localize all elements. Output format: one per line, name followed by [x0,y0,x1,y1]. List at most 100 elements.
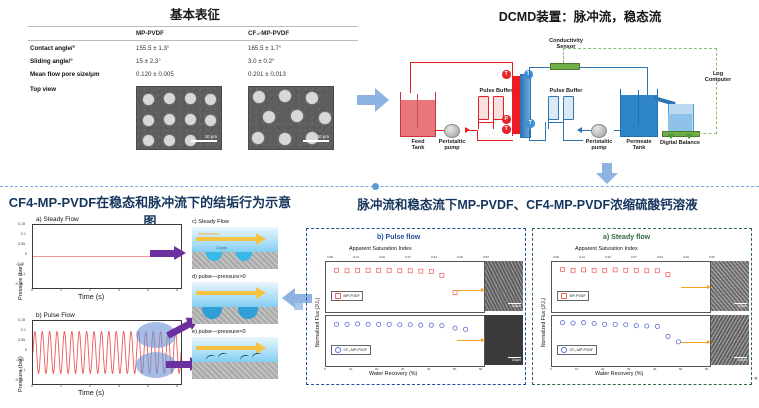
flux-panel-title-pulse: b) Pulse flow [377,234,421,241]
xtick: 2 [89,288,91,292]
legend-label: MP-PVDF [343,293,360,298]
basic-characterization-title: 基本表征 [169,8,220,22]
peristaltic-pump-left [444,124,460,138]
ytick: 0.1 [21,328,26,332]
legend-mp-pvdf-steady: MP-PVDF [557,291,590,301]
ytick: -0.05 [16,358,25,362]
log-computer-label: Log Computer [704,71,732,84]
value-contact-angle-cf4: 165.5 ± 1.7° [248,44,282,52]
scroll-indicator[interactable]: ◂ [753,375,757,382]
divider-dot [372,183,379,190]
xtick: 60 [479,367,483,371]
sem-inset-cf4-pulse: 100μm [485,315,523,365]
top-tick: 0.20 [379,255,385,259]
pulse-buffer-right-label: Pulse Buffer [549,88,583,94]
header-blank [28,25,134,42]
pulse-buffer-left-label: Pulse Buffer [479,88,513,94]
flux-subplot-cf4-steady [551,315,711,367]
concentration-title: 脉冲流和稳态流下MP-PVDF、CF4-MP-PVDF浓缩硫酸钙溶液 [357,198,698,212]
permeate-tank-label: Permeate Tank [626,139,652,152]
ytick: -0.05 [16,262,25,266]
ytick: 0.05 [18,338,25,342]
xtick: 4 [147,288,149,292]
pulse-buffer-right-tube-1 [548,96,559,120]
ytick: 0.15 [18,318,25,322]
ytick: -0.15 [15,378,24,382]
xtick: 5 [176,288,178,292]
apparent-saturation-index-label-pulse: Apparent Saturation Index [349,246,412,252]
top-tick: 0.34 [657,255,663,259]
feed-solution-label: Feed solution [198,232,220,236]
xtick: 20 [601,367,605,371]
conductivity-sensor [550,63,580,70]
peristaltic-pump-left-label: Peristaltic pump [438,139,466,152]
xtick: 5 [176,384,178,388]
flow-arrow-to-dcmd [357,88,389,112]
feed-tank [400,92,436,137]
scale-bar [303,139,329,142]
table-row: Top view [28,82,358,153]
xtick: 20 [375,367,379,371]
legend-label: CF₄-MP-PVDF [343,347,368,352]
sem-image-cf4-mp-pvdf: 10 μm [246,82,358,153]
xtick: 30 [401,367,405,371]
value-pore-size-mp: 0.120 ± 0.005 [136,71,174,79]
pulse-buffer-left-tube-2 [493,96,504,120]
sem-scale-label: 100μm [737,358,747,362]
sem-scale-label: 100μm [511,358,521,362]
conductivity-sensor-label: Conductivity Sensor [549,38,583,51]
legend-marker-square [334,293,341,299]
row-label-sliding-angle: Sliding angle/° [30,57,73,65]
legend-cf4-mp-pvdf-steady: CF₄-MP-PVDF [557,345,597,355]
xtick: 60 [705,367,709,371]
header-cf4-mp-pvdf: CF₄-MP-PVDF [246,25,358,42]
xtick: 50 [453,367,457,371]
flux-series-mp-steady [560,267,671,277]
membrane-panel-label-d: d) pulse—pressure>0 [192,274,246,280]
xtick: 10 [575,367,579,371]
sem-scale-bar [734,303,747,304]
flux-panel-pulse-flow: b) Pulse flow Apparent Saturation Index … [306,228,526,385]
temperature-sensor-badge-permeate-out: T [524,70,533,79]
xtick: 4 [147,384,149,388]
xtick: 40 [653,367,657,371]
flux-xlabel-steady: Water Recovery (%) [595,371,644,377]
flux-xlabel-pulse: Water Recovery (%) [369,371,418,377]
sem-inset-cf4-steady: 100μm [711,315,749,365]
xtick: 0 [31,288,33,292]
legend-marker-circle [334,347,341,353]
pressure-chart-b-xlabel: Time (s) [78,388,105,397]
panel-label-pulse-flow: b) Pulse Flow [36,312,75,319]
sem-micrograph-cf4: 10 μm [248,85,334,150]
sem-inset-mp-pulse: 100μm [485,261,523,311]
characterization-table: MP-PVDF CF₄-MP-PVDF Contact angle/° 155.… [28,25,358,153]
value-sliding-angle-mp: 15 ± 2.3° [136,57,161,65]
row-label-top-view: Top view [30,85,57,93]
sem-scale-bar [508,303,521,304]
xtick: 2 [89,384,91,388]
pressure-sensor-badge: P [502,115,511,124]
top-tick: 0.53 [709,255,715,259]
flux-series-cf4-pulse [334,321,469,332]
legend-label: CF₄-MP-PVDF [569,347,594,352]
pressure-chart-a-xlabel: Time (s) [78,292,105,301]
top-tick: 0.40 [683,255,689,259]
ytick: 0.1 [21,232,26,236]
top-tick: 0.53 [483,255,489,259]
row-label-contact-angle: Contact angle/° [30,44,76,52]
permeate-tank [620,89,658,137]
ytick: 0.15 [18,222,25,226]
top-tick: 0.34 [431,255,437,259]
xtick: 3 [118,384,120,388]
purple-arrow-steady [150,246,190,260]
peristaltic-pump-right [591,124,607,138]
sem-scale-label: 100μm [737,304,747,308]
flux-panel-title-steady: a) Steady flow [603,234,651,241]
scale-bar-label: 10 μm [316,134,329,139]
scale-bar-label: 10 μm [204,134,217,139]
row-label-pore-size: Mean flow pore size/μm [30,71,100,79]
top-tick: 0.27 [631,255,637,259]
ytick: -0.1 [19,272,26,276]
callout-arrow-mp-steady [681,284,711,290]
temperature-sensor-badge-permeate-in: T [526,119,535,128]
